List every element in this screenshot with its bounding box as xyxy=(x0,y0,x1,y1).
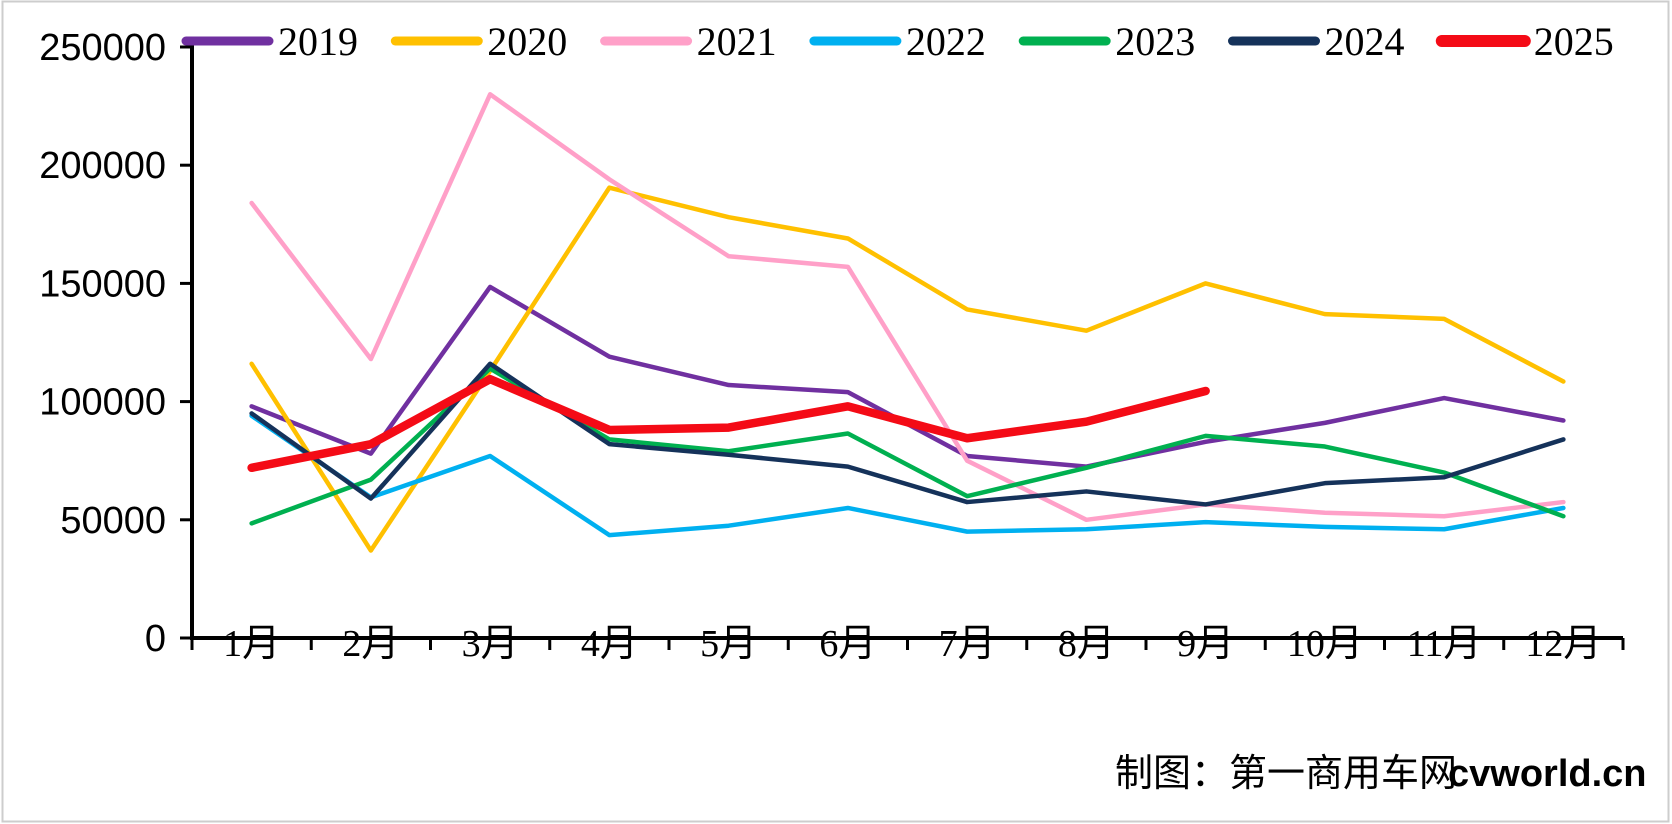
credit-text: 制图：第一商用车网 xyxy=(1115,753,1457,795)
legend-item-2022: 2022 xyxy=(809,19,986,64)
y-tick-label: 200000 xyxy=(39,145,166,187)
legend-label-2025: 2025 xyxy=(1534,19,1614,64)
legend-label-2020: 2020 xyxy=(487,19,567,64)
legend-item-2021: 2021 xyxy=(600,19,777,64)
series-line-2025 xyxy=(247,374,1210,473)
x-axis-label: 7月 xyxy=(939,623,996,665)
legend-label-2023: 2023 xyxy=(1115,19,1195,64)
series-line-2021 xyxy=(249,92,1566,523)
x-axis-label: 3月 xyxy=(462,623,519,665)
legend-label-2024: 2024 xyxy=(1325,19,1405,64)
y-tick-label: 250000 xyxy=(39,27,166,69)
x-axis-label: 12月 xyxy=(1525,623,1601,665)
attribution: 制图：第一商用车网 cvworld.cn xyxy=(1115,753,1647,795)
credit-site-link: cvworld.cn xyxy=(1448,753,1647,795)
legend-item-2020: 2020 xyxy=(390,19,567,64)
y-tick-label: 0 xyxy=(145,618,166,660)
x-axis-label: 1月 xyxy=(223,623,280,665)
x-axis-label: 5月 xyxy=(700,623,757,665)
x-axis-label: 11月 xyxy=(1407,623,1482,665)
x-axis-label: 8月 xyxy=(1058,623,1115,665)
legend-label-2019: 2019 xyxy=(278,19,358,64)
x-axis-label: 9月 xyxy=(1177,623,1234,665)
legend-label-2021: 2021 xyxy=(697,19,777,64)
x-axis-label: 4月 xyxy=(581,623,638,665)
x-axis-label: 10月 xyxy=(1287,623,1363,665)
x-axis-label: 6月 xyxy=(819,623,876,665)
y-tick-label: 150000 xyxy=(39,263,166,305)
series-line-2023 xyxy=(249,366,1566,526)
legend-item-2023: 2023 xyxy=(1018,19,1195,64)
series-line-2020 xyxy=(249,185,1566,553)
legend-item-2024: 2024 xyxy=(1228,19,1405,64)
y-tick-label: 100000 xyxy=(39,382,166,424)
legend-item-2019: 2019 xyxy=(181,19,358,64)
legend-item-2025: 2025 xyxy=(1435,19,1614,64)
y-tick-label: 50000 xyxy=(60,500,166,542)
series-line-2022 xyxy=(249,413,1566,538)
legend-label-2022: 2022 xyxy=(906,19,986,64)
x-axis-label: 2月 xyxy=(342,623,399,665)
